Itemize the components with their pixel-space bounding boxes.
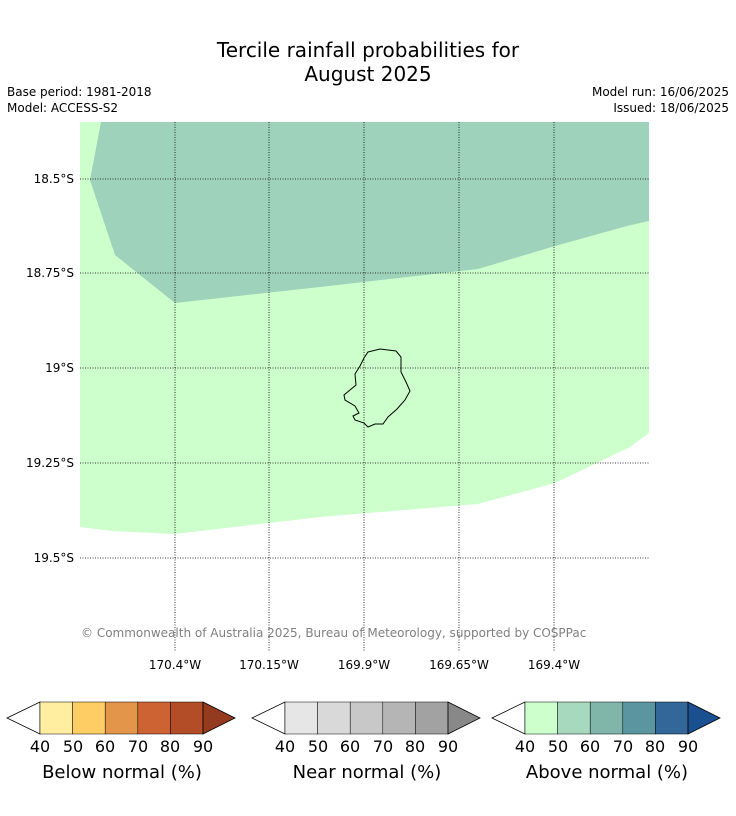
tick: 90 (437, 737, 459, 756)
near-normal-title: Near normal (%) (292, 762, 442, 783)
near-normal-colorbar (251, 701, 481, 735)
model-name: Model: ACCESS-S2 (7, 101, 119, 115)
tick: 50 (62, 737, 84, 756)
lat-label-18.75: 18.75°S (26, 266, 74, 280)
colorbar-swatch (317, 701, 351, 735)
tick: 60 (94, 737, 116, 756)
colorbar-swatch (622, 701, 656, 735)
lon-label-169.65: 169.65°W (429, 658, 489, 672)
lat-label-19: 19°S (45, 361, 74, 375)
colorbar-swatch (655, 701, 689, 735)
lat-label-18.5: 18.5°S (33, 172, 74, 186)
colorbar-swatch (349, 701, 384, 735)
lat-label-19.5: 19.5°S (33, 551, 74, 565)
tick: 40 (29, 737, 51, 756)
lon-label-170.4: 170.4°W (148, 658, 202, 672)
colorbar-swatch (524, 701, 558, 735)
tick: 70 (612, 737, 634, 756)
colorbar-swatch (382, 701, 416, 735)
tick: 60 (579, 737, 601, 756)
colorbar-swatch (415, 701, 449, 735)
issued-date: Issued: 18/06/2025 (613, 101, 729, 115)
colorbar-extend-high (687, 701, 721, 735)
base-period: Base period: 1981-2018 (7, 85, 152, 99)
island-outline (343, 348, 411, 428)
tick: 40 (514, 737, 536, 756)
meta-right: Model run: 16/06/2025 Issued: 18/06/2025 (592, 84, 729, 116)
map-canvas (80, 122, 649, 652)
model-run: Model run: 16/06/2025 (591, 85, 729, 99)
colorbar-swatch (39, 701, 73, 735)
tick: 40 (274, 737, 296, 756)
tick: 50 (547, 737, 569, 756)
above-normal-colorbar (491, 701, 721, 735)
meta-left: Base period: 1981-2018 Model: ACCESS-S2 (7, 84, 152, 116)
lon-label-169.9: 169.9°W (337, 658, 391, 672)
above-normal-title: Above normal (%) (525, 762, 689, 783)
colorbar-extend-low (6, 701, 41, 735)
colorbar-swatch (72, 701, 106, 735)
tick: 90 (677, 737, 699, 756)
tick: 60 (339, 737, 361, 756)
colorbar-swatch (137, 701, 171, 735)
colorbar-swatch (284, 701, 318, 735)
colorbar-swatch (170, 701, 204, 735)
tick: 90 (192, 737, 214, 756)
colorbar-extend-high (202, 701, 236, 735)
colorbar-swatch (589, 701, 624, 735)
below-normal-colorbar (6, 701, 236, 735)
tick: 70 (127, 737, 149, 756)
lat-label-19.25: 19.25°S (26, 456, 74, 470)
title-line-2: August 2025 (304, 62, 432, 86)
title-line-1: Tercile rainfall probabilities for (216, 38, 520, 62)
tick: 70 (372, 737, 394, 756)
lon-label-169.4: 169.4°W (527, 658, 581, 672)
tick: 80 (159, 737, 181, 756)
map-title: Tercile rainfall probabilities for Augus… (0, 38, 736, 86)
colorbar-extend-low (491, 701, 526, 735)
below-normal-title: Below normal (%) (42, 762, 202, 783)
colorbar-extend-high (447, 701, 481, 735)
colorbar-swatch (104, 701, 139, 735)
above-normal-50-60-region (90, 122, 649, 303)
colorbar-swatch (557, 701, 591, 735)
lon-label-170.15: 170.15°W (239, 658, 299, 672)
tick: 50 (307, 737, 329, 756)
grid-lines (80, 122, 649, 652)
colorbar-extend-low (251, 701, 286, 735)
copyright-notice: © Commonwealth of Australia 2025, Bureau… (81, 626, 587, 640)
tick: 80 (404, 737, 426, 756)
tick: 80 (644, 737, 666, 756)
